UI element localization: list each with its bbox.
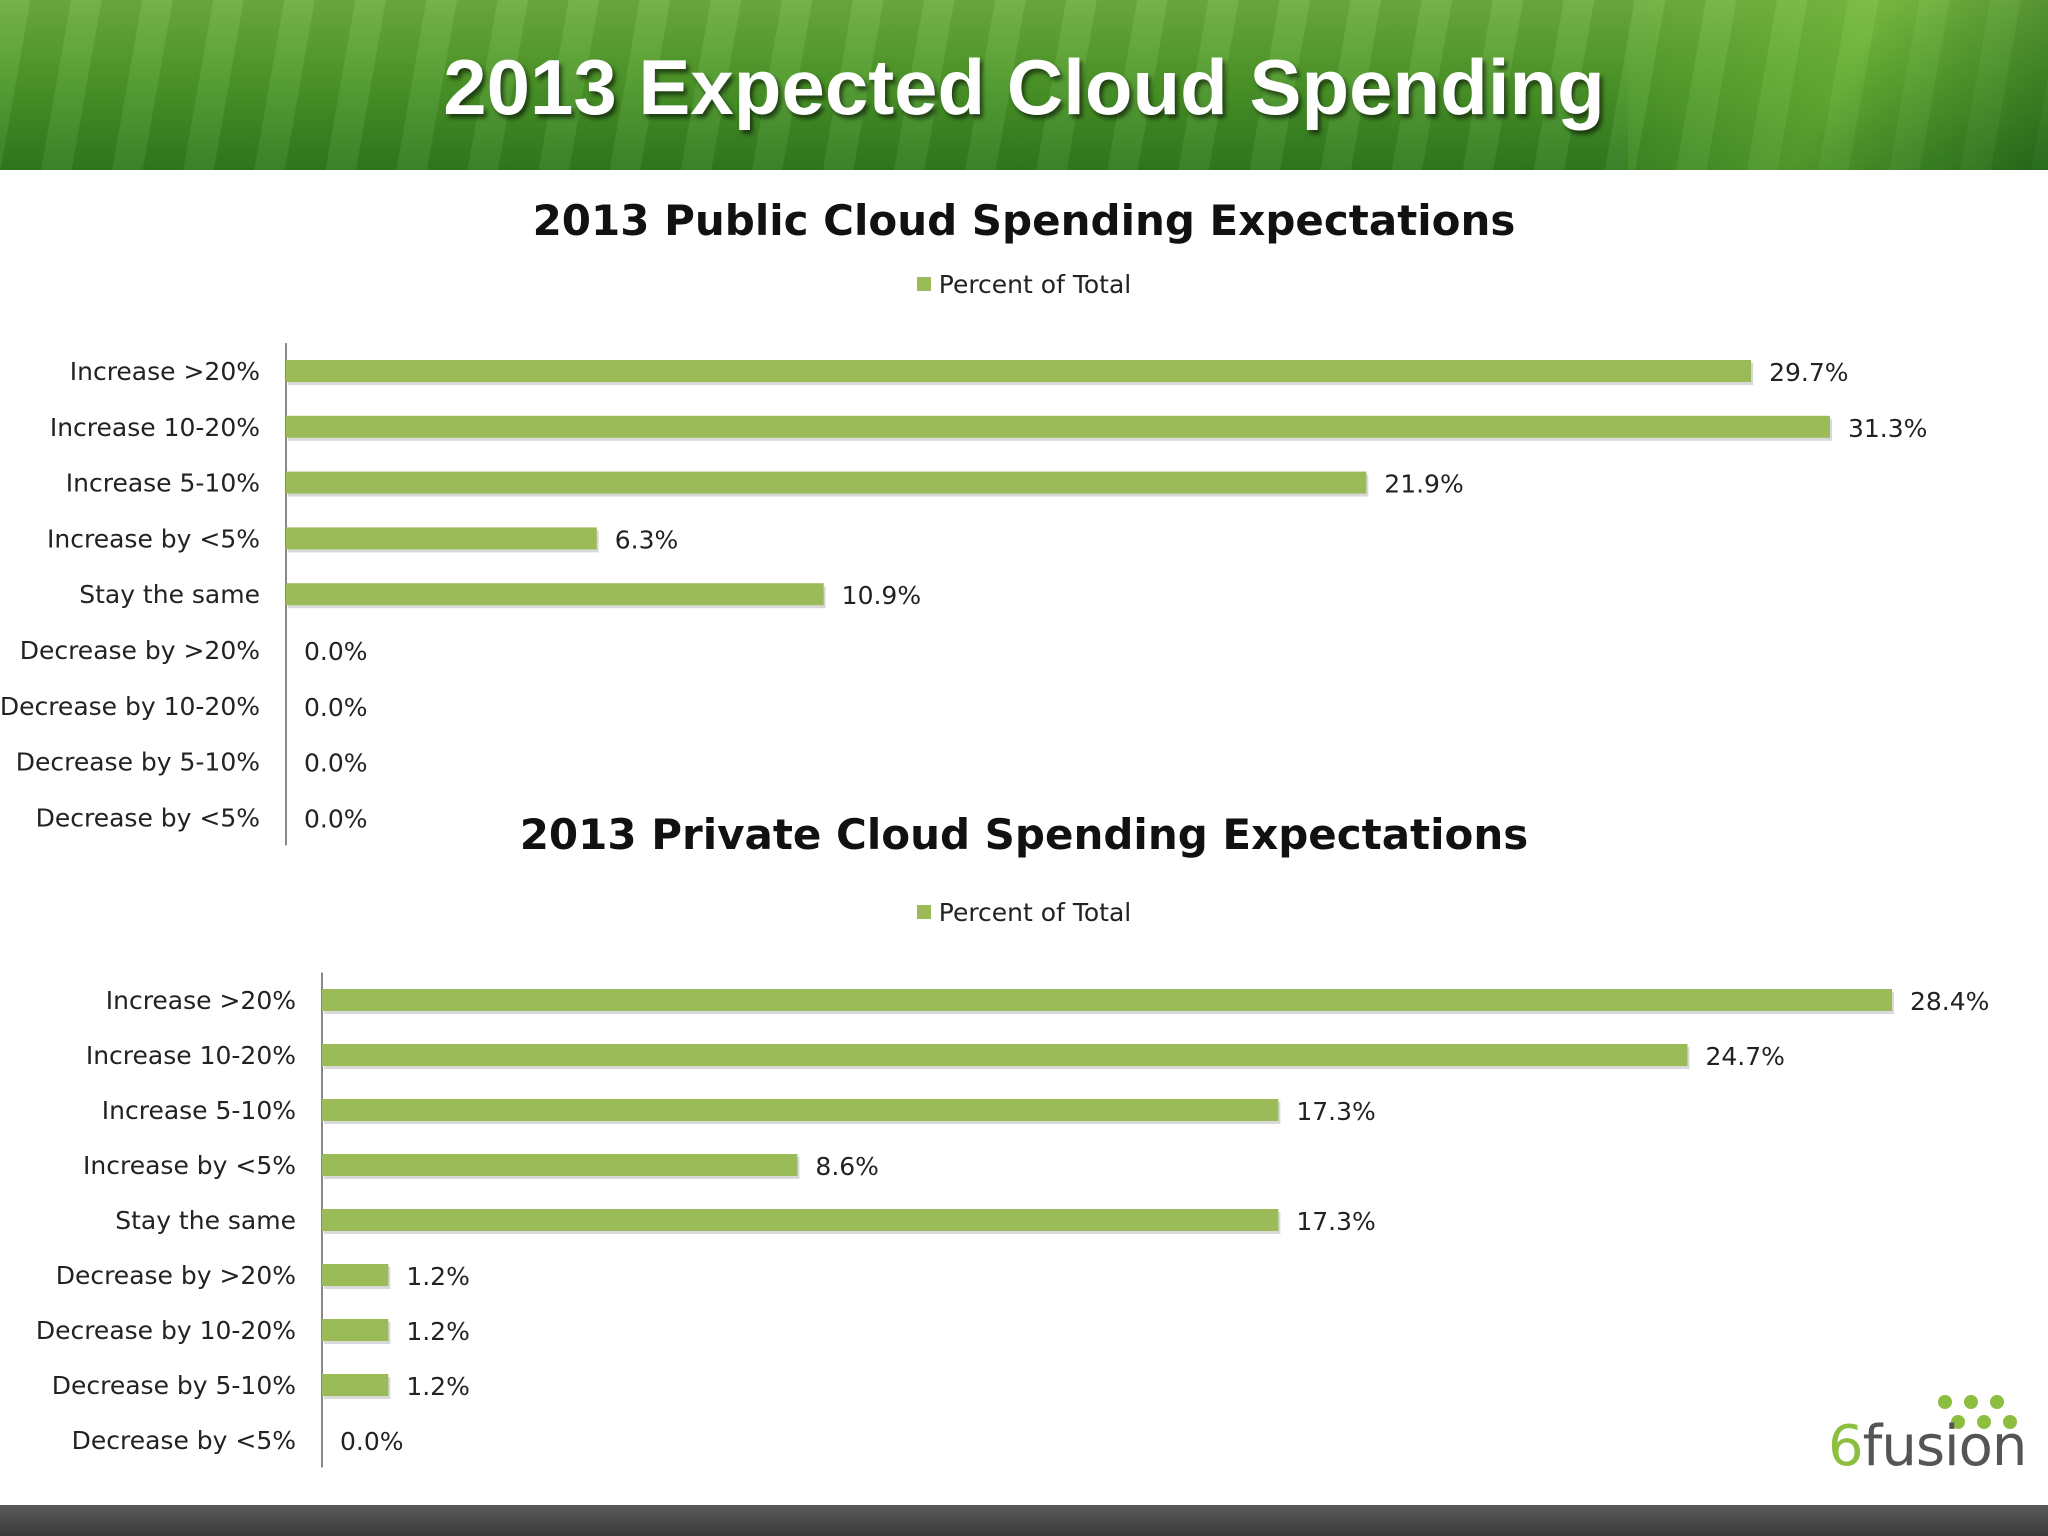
company-logo: 6fusion <box>1828 1395 2027 1475</box>
chart-1-value-label: 1.2% <box>406 1372 470 1401</box>
chart-1-category-label: Increase 5-10% <box>102 1096 296 1125</box>
chart-1-value-label: 17.3% <box>1296 1097 1375 1126</box>
chart-0-category-label: Increase 10-20% <box>50 413 260 442</box>
public-chart-title: 2013 Public Cloud Spending Expectations <box>532 196 1516 245</box>
chart-1-bar <box>322 1374 389 1396</box>
chart-0-bar <box>286 527 597 550</box>
footer-bar <box>0 1505 2048 1536</box>
chart-0-value-label: 0.0% <box>304 804 368 833</box>
public-cloud-chart: Increase >20% 29.7% Increase 10-20% 31.3% In… <box>0 330 2048 850</box>
chart-1-category-label: Decrease by 5-10% <box>52 1371 296 1400</box>
chart-0-value-label: 6.3% <box>615 525 679 554</box>
public-chart-svg: Increase >20% 29.7% Increase 10-20% 31.3% In… <box>0 343 1927 846</box>
chart-1-bar <box>322 1264 389 1286</box>
private-chart-title: 2013 Private Cloud Spending Expectations <box>519 810 1529 859</box>
chart-1-value-label: 24.7% <box>1705 1042 1784 1071</box>
chart-0-value-label: 0.0% <box>304 749 368 778</box>
private-cloud-chart: Increase >20% 28.4% Increase 10-20% 24.7% In… <box>0 960 2048 1470</box>
chart-1-bar <box>322 1044 1688 1066</box>
chart-1-value-label: 1.2% <box>406 1317 470 1346</box>
chart-1-category-label: Increase by <5% <box>83 1151 296 1180</box>
slide-header <box>0 0 2048 170</box>
chart-0-category-label: Stay the same <box>79 580 260 609</box>
chart-0-category-label: Decrease by >20% <box>20 636 260 665</box>
chart-0-bar <box>286 471 1367 494</box>
logo-text: 6fusion <box>1828 1419 2027 1475</box>
chart-1-category-label: Increase >20% <box>106 986 296 1015</box>
chart-1-category-label: Decrease by 10-20% <box>36 1316 296 1345</box>
chart-0-category-label: Decrease by <5% <box>36 803 260 832</box>
chart-0-category-label: Decrease by 10-20% <box>0 692 260 721</box>
public-chart-legend: Percent of Total <box>0 270 2048 299</box>
chart-0-category-label: Increase by <5% <box>47 524 260 553</box>
chart-1-value-label: 0.0% <box>340 1427 404 1456</box>
public-legend-label: Percent of Total <box>938 270 1132 299</box>
chart-0-value-label: 0.0% <box>304 693 368 722</box>
chart-1-category-label: Stay the same <box>115 1206 296 1235</box>
chart-0-category-label: Increase >20% <box>70 357 260 386</box>
chart-1-value-label: 1.2% <box>406 1262 470 1291</box>
private-legend-label: Percent of Total <box>938 898 1132 927</box>
chart-0-bar <box>286 415 1830 438</box>
chart-1-bar <box>322 1209 1279 1231</box>
chart-1-bar <box>322 989 1892 1011</box>
chart-0-value-label: 31.3% <box>1848 414 1927 443</box>
chart-1-category-label: Increase 10-20% <box>86 1041 296 1070</box>
chart-1-bar <box>322 1099 1279 1121</box>
chart-0-bar <box>286 360 1752 382</box>
chart-0-value-label: 21.9% <box>1384 470 1463 499</box>
chart-0-value-label: 29.7% <box>1769 358 1848 387</box>
logo-prefix: 6 <box>1828 1414 1864 1479</box>
chart-1-value-label: 28.4% <box>1910 987 1989 1016</box>
chart-0-category-label: Increase 5-10% <box>66 469 260 498</box>
chart-1-category-label: Decrease by >20% <box>56 1261 296 1290</box>
chart-0-bar <box>286 583 824 606</box>
chart-0-category-label: Decrease by 5-10% <box>16 748 260 777</box>
public-legend-swatch <box>916 277 931 291</box>
slide-title: 2013 Expected Cloud Spending <box>443 43 1605 131</box>
chart-0-value-label: 10.9% <box>842 581 921 610</box>
private-chart-legend: Percent of Total <box>0 898 2048 927</box>
chart-1-bar <box>322 1319 389 1341</box>
chart-0-value-label: 0.0% <box>304 637 368 666</box>
private-chart-svg: Increase >20% 28.4% Increase 10-20% 24.7% In… <box>36 972 1989 1468</box>
chart-1-bar <box>322 1154 798 1176</box>
chart-1-value-label: 17.3% <box>1296 1207 1375 1236</box>
chart-1-category-label: Decrease by <5% <box>72 1426 296 1455</box>
chart-1-value-label: 8.6% <box>815 1152 879 1181</box>
logo-word: fusion <box>1862 1414 2028 1479</box>
private-legend-swatch <box>916 905 931 919</box>
